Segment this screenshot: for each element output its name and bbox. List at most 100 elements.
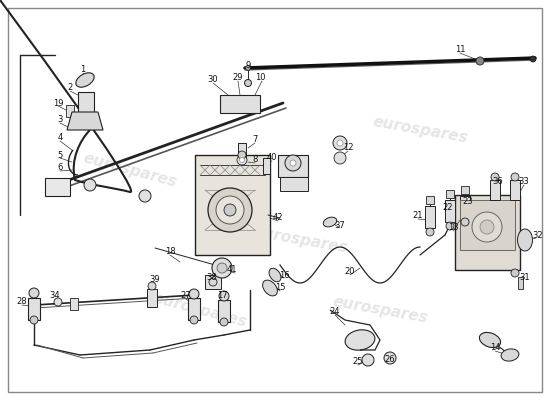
- Bar: [445, 200, 455, 222]
- Circle shape: [189, 289, 199, 299]
- Bar: [66, 105, 74, 117]
- Circle shape: [238, 151, 246, 159]
- Circle shape: [216, 196, 244, 224]
- Bar: [490, 180, 500, 200]
- Bar: [278, 155, 308, 177]
- Bar: [510, 180, 520, 200]
- Bar: [446, 190, 454, 198]
- Circle shape: [461, 218, 469, 226]
- Text: 14: 14: [490, 344, 500, 352]
- Ellipse shape: [269, 268, 281, 282]
- Circle shape: [219, 291, 229, 301]
- Text: 26: 26: [384, 356, 395, 364]
- Circle shape: [333, 136, 347, 150]
- Text: 40: 40: [267, 154, 277, 162]
- Text: 18: 18: [164, 248, 175, 256]
- Text: 1: 1: [80, 66, 86, 74]
- Text: 4: 4: [57, 134, 63, 142]
- Text: 10: 10: [255, 74, 265, 82]
- Polygon shape: [195, 155, 270, 255]
- Bar: [461, 186, 469, 194]
- Text: 31: 31: [520, 274, 530, 282]
- Circle shape: [190, 316, 198, 324]
- Text: eurospares: eurospares: [331, 294, 429, 326]
- Bar: [425, 206, 435, 228]
- Bar: [218, 300, 230, 322]
- Polygon shape: [67, 112, 103, 130]
- Text: 30: 30: [208, 76, 218, 84]
- Text: 17: 17: [217, 292, 227, 300]
- Circle shape: [239, 158, 245, 162]
- Bar: [426, 196, 434, 204]
- Circle shape: [209, 278, 217, 286]
- Circle shape: [54, 298, 62, 306]
- Ellipse shape: [480, 332, 501, 348]
- Text: eurospares: eurospares: [371, 114, 469, 146]
- Ellipse shape: [76, 73, 94, 87]
- Circle shape: [337, 140, 343, 146]
- Text: 29: 29: [233, 74, 243, 82]
- Text: 34: 34: [50, 292, 60, 300]
- Circle shape: [237, 155, 247, 165]
- Circle shape: [384, 352, 396, 364]
- Bar: [460, 196, 470, 218]
- Ellipse shape: [501, 349, 519, 361]
- Circle shape: [530, 56, 536, 62]
- Bar: [518, 277, 523, 289]
- Circle shape: [472, 212, 502, 242]
- Text: 19: 19: [53, 98, 63, 108]
- Text: 39: 39: [150, 276, 160, 284]
- Ellipse shape: [518, 229, 532, 251]
- Text: 37: 37: [334, 220, 345, 230]
- Text: 5: 5: [57, 150, 63, 160]
- Circle shape: [30, 316, 38, 324]
- Text: 23: 23: [463, 198, 474, 206]
- Circle shape: [245, 66, 250, 70]
- Ellipse shape: [262, 280, 277, 296]
- Text: 36: 36: [493, 178, 503, 186]
- Text: 25: 25: [353, 358, 363, 366]
- Text: 38: 38: [207, 274, 217, 282]
- Circle shape: [362, 354, 374, 366]
- Circle shape: [511, 269, 519, 277]
- Circle shape: [217, 263, 227, 273]
- Polygon shape: [455, 195, 520, 270]
- Bar: [238, 143, 246, 161]
- Circle shape: [148, 282, 156, 290]
- Circle shape: [224, 204, 236, 216]
- Text: 42: 42: [273, 214, 283, 222]
- Text: eurospares: eurospares: [251, 224, 349, 256]
- Bar: [188, 298, 200, 320]
- Bar: [460, 200, 515, 250]
- Bar: [45, 178, 70, 196]
- Text: 22: 22: [443, 204, 453, 212]
- Text: 27: 27: [181, 292, 191, 300]
- Text: 20: 20: [345, 268, 355, 276]
- Text: eurospares: eurospares: [151, 290, 249, 330]
- Bar: [70, 298, 78, 310]
- Text: 24: 24: [330, 308, 340, 316]
- Text: 13: 13: [448, 224, 458, 232]
- Text: 9: 9: [245, 60, 251, 70]
- Text: 15: 15: [275, 284, 285, 292]
- Text: 28: 28: [16, 298, 28, 306]
- Circle shape: [285, 155, 301, 171]
- Text: 33: 33: [519, 178, 529, 186]
- Bar: [78, 92, 94, 114]
- Circle shape: [480, 220, 494, 234]
- Bar: [220, 95, 260, 113]
- Circle shape: [476, 57, 484, 65]
- Circle shape: [29, 288, 39, 298]
- Bar: [147, 289, 157, 307]
- Text: 41: 41: [227, 266, 237, 274]
- Circle shape: [290, 160, 296, 166]
- Circle shape: [446, 222, 454, 230]
- Bar: [205, 275, 221, 289]
- Text: 8: 8: [252, 156, 258, 164]
- Text: eurospares: eurospares: [81, 150, 179, 190]
- Bar: [28, 298, 40, 320]
- Bar: [280, 177, 308, 191]
- Text: 11: 11: [455, 46, 465, 54]
- Bar: [263, 158, 270, 174]
- Circle shape: [220, 318, 228, 326]
